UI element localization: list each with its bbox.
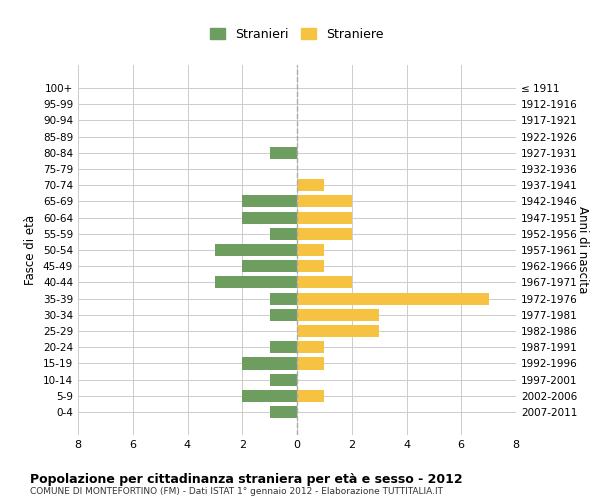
Bar <box>269 309 297 321</box>
Bar <box>269 292 297 304</box>
Bar <box>242 260 297 272</box>
Legend: Stranieri, Straniere: Stranieri, Straniere <box>205 23 389 46</box>
Bar <box>269 374 297 386</box>
Bar <box>269 341 297 353</box>
Y-axis label: Anni di nascita: Anni di nascita <box>576 206 589 294</box>
Bar <box>242 212 297 224</box>
Bar <box>297 309 379 321</box>
Bar <box>297 341 325 353</box>
Bar <box>297 179 325 191</box>
Bar <box>297 228 352 240</box>
Bar <box>269 146 297 159</box>
Bar <box>297 325 379 337</box>
Y-axis label: Fasce di età: Fasce di età <box>25 215 37 285</box>
Bar <box>215 244 297 256</box>
Text: Popolazione per cittadinanza straniera per età e sesso - 2012: Popolazione per cittadinanza straniera p… <box>30 472 463 486</box>
Bar <box>269 228 297 240</box>
Bar <box>242 390 297 402</box>
Bar <box>297 292 488 304</box>
Bar <box>242 358 297 370</box>
Bar <box>297 390 325 402</box>
Bar <box>297 196 352 207</box>
Bar <box>297 260 325 272</box>
Bar <box>297 212 352 224</box>
Bar <box>297 244 325 256</box>
Text: COMUNE DI MONTEFORTINO (FM) - Dati ISTAT 1° gennaio 2012 - Elaborazione TUTTITAL: COMUNE DI MONTEFORTINO (FM) - Dati ISTAT… <box>30 488 443 496</box>
Bar <box>297 276 352 288</box>
Bar <box>269 406 297 418</box>
Bar <box>242 196 297 207</box>
Bar <box>297 358 325 370</box>
Bar <box>215 276 297 288</box>
